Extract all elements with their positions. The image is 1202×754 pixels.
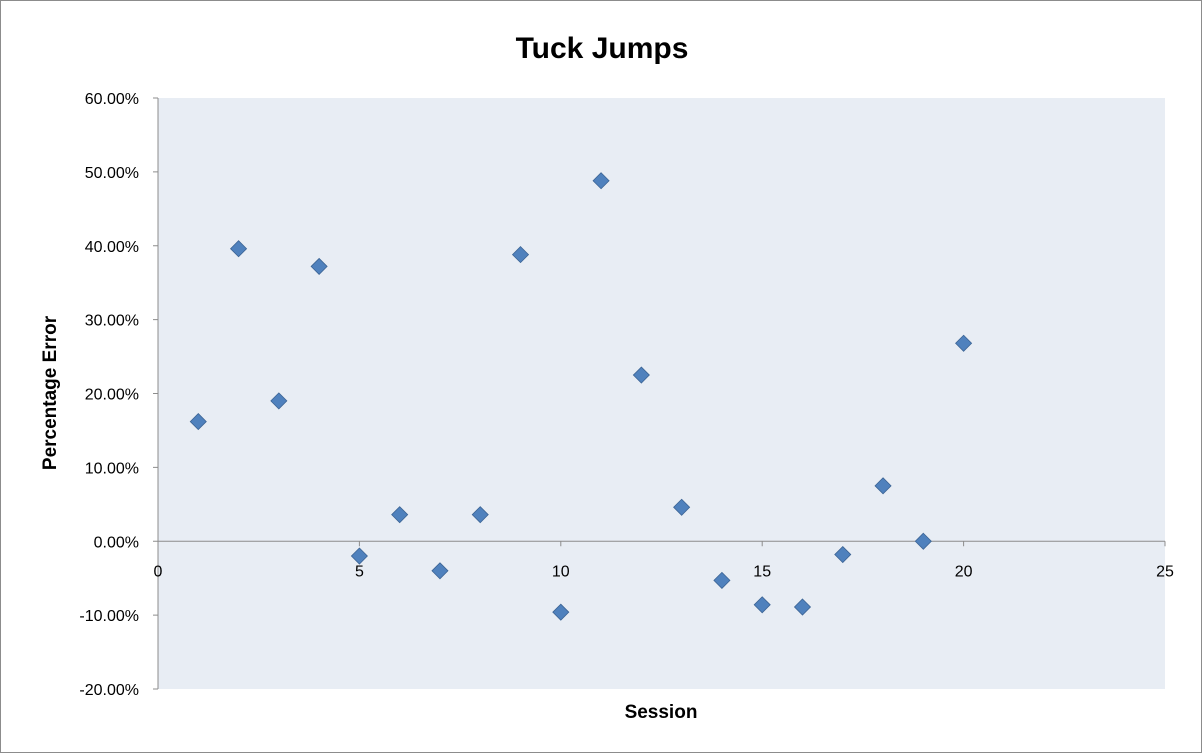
- y-tick-label: 0.00%: [94, 534, 139, 551]
- data-point: [471, 506, 489, 524]
- data-point: [673, 498, 691, 516]
- chart-title: Tuck Jumps: [516, 32, 689, 65]
- data-point: [874, 477, 892, 495]
- data-point: [310, 257, 328, 276]
- data-point: [189, 413, 207, 431]
- tick-labels: -20.00% -10.00% 0.00% 10.00% 20.00% 30.00% 40.…: [79, 91, 1174, 699]
- y-tick-label: 50.00%: [85, 165, 139, 182]
- data-point: [270, 392, 288, 410]
- data-point: [793, 598, 812, 616]
- y-tick-label: 30.00%: [85, 313, 139, 330]
- x-tick-label: 20: [955, 563, 973, 580]
- y-tick-label: 20.00%: [85, 387, 139, 404]
- data-point: [955, 334, 973, 352]
- y-tick-label: 40.00%: [85, 239, 139, 256]
- y-tick-label: -20.00%: [79, 682, 139, 699]
- data-point: [350, 547, 368, 565]
- x-tick-label: 5: [355, 563, 364, 580]
- y-tick-label: 10.00%: [85, 460, 139, 477]
- data-point: [834, 545, 852, 564]
- data-point: [431, 562, 449, 580]
- data-point: [753, 596, 771, 614]
- data-point: [914, 532, 932, 550]
- x-axis-title: Session: [625, 702, 698, 723]
- x-tick-label: 15: [753, 563, 771, 580]
- data-point: [632, 366, 650, 384]
- data-point: [713, 571, 731, 589]
- y-tick-label: -10.00%: [79, 608, 139, 625]
- data-point: [592, 172, 610, 190]
- x-tick-label: 25: [1156, 563, 1174, 580]
- y-tick-label: 60.00%: [85, 91, 139, 108]
- data-point: [391, 506, 409, 524]
- y-axis-title: Percentage Error: [40, 315, 61, 470]
- data-point: [511, 246, 530, 264]
- data-points: [189, 172, 973, 621]
- data-point: [229, 240, 248, 258]
- axes: [153, 97, 1166, 690]
- data-point: [552, 603, 570, 621]
- plot-area: [158, 98, 1165, 689]
- x-tick-label: 10: [552, 563, 570, 580]
- x-tick-label: 0: [154, 563, 163, 580]
